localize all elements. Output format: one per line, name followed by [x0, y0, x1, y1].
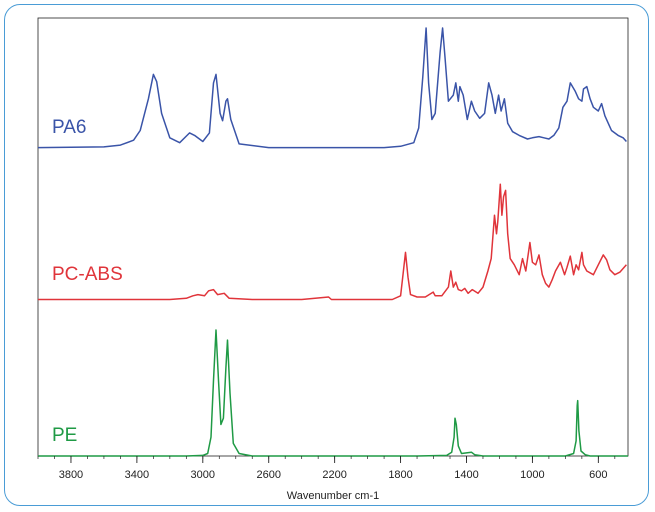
series-label-pc-abs: PC-ABS — [52, 264, 123, 285]
chart-frame — [4, 4, 649, 506]
series-label-pe: PE — [52, 425, 77, 446]
x-axis-title: Wavenumber cm-1 — [287, 490, 380, 502]
x-tick-label: 1400 — [454, 469, 478, 481]
series-line-pc-abs — [38, 183, 627, 301]
x-tick-label: 3800 — [59, 469, 83, 481]
x-tick-label: 3400 — [125, 469, 149, 481]
plot-area — [37, 17, 629, 457]
x-tick-label: 2200 — [322, 469, 346, 481]
series-line-pa6 — [37, 27, 627, 149]
x-tick-label: 1800 — [388, 469, 412, 481]
x-tick-label: 3000 — [191, 469, 215, 481]
x-tick-label: 1000 — [520, 469, 544, 481]
x-axis: 3800 3400 3000 2600 2200 1800 1400 1000 600 — [37, 456, 616, 481]
x-tick-label: 2600 — [256, 469, 280, 481]
x-tick-label: 600 — [589, 469, 607, 481]
series-line-pe — [38, 329, 628, 457]
series-layer: PA6 PC-ABS PE — [37, 27, 628, 457]
series-label-pa6: PA6 — [52, 117, 87, 138]
plot-border — [37, 17, 629, 457]
